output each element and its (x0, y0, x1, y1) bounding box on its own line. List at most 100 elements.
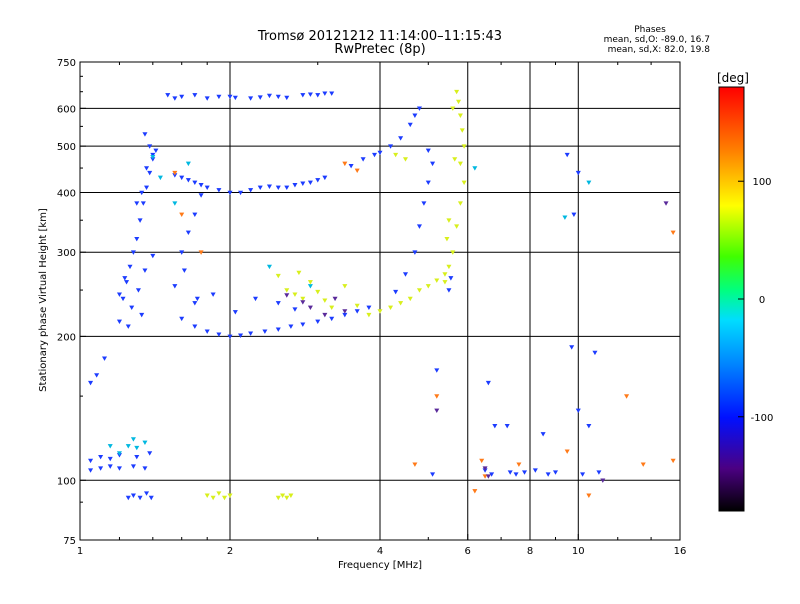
data-point (457, 201, 463, 206)
data-point (172, 170, 178, 176)
data-point (172, 96, 178, 101)
data-point (416, 288, 422, 293)
data-point (425, 180, 431, 185)
data-point (450, 250, 456, 255)
y-tick-label: 300 (57, 248, 76, 259)
data-point (416, 106, 422, 111)
y-tick-label: 600 (57, 104, 76, 115)
data-point (442, 280, 448, 285)
data-point (407, 296, 413, 302)
data-point (485, 380, 491, 386)
data-point (479, 458, 485, 464)
data-point (275, 495, 281, 501)
data-point (288, 324, 294, 329)
data-point (446, 288, 452, 293)
grid-lines (80, 62, 680, 540)
data-point (129, 305, 135, 310)
data-point (222, 495, 228, 501)
data-point (444, 237, 450, 242)
data-point (513, 472, 519, 477)
data-point (179, 212, 185, 217)
data-point (492, 424, 498, 429)
data-point (388, 305, 394, 310)
data-point (179, 316, 185, 322)
data-point (596, 470, 602, 475)
data-point (459, 128, 465, 133)
data-point (130, 437, 136, 442)
data-point (663, 201, 669, 206)
data-point (315, 289, 321, 295)
data-point (446, 218, 452, 223)
data-point (580, 472, 586, 477)
data-point (198, 183, 204, 188)
data-point (147, 170, 153, 176)
data-point (142, 440, 148, 446)
data-point (322, 91, 328, 96)
data-point (142, 132, 148, 137)
y-tick-label: 100 (57, 476, 76, 487)
data-point (354, 168, 360, 173)
data-point (457, 113, 463, 118)
data-point (257, 185, 263, 190)
data-point (125, 495, 131, 501)
data-point (142, 268, 148, 273)
data-point (412, 113, 418, 118)
data-point (454, 89, 460, 95)
data-point (192, 212, 198, 217)
data-point (185, 161, 191, 167)
data-point (434, 278, 440, 283)
data-point (153, 148, 159, 153)
data-point (342, 309, 348, 314)
x-tick-label: 4 (377, 546, 383, 557)
data-point (421, 201, 427, 206)
data-point (227, 493, 233, 498)
data-point (107, 444, 113, 449)
data-point (125, 444, 131, 449)
data-point (179, 175, 185, 181)
data-point (569, 345, 575, 350)
data-point (452, 157, 458, 162)
data-point (398, 301, 404, 306)
data-point (192, 301, 198, 306)
data-point (366, 305, 372, 310)
data-point (165, 93, 171, 98)
data-point (185, 178, 191, 183)
data-point (342, 284, 348, 289)
data-point (204, 493, 210, 498)
stats-heading: Phases (634, 25, 666, 35)
data-point (179, 94, 185, 100)
data-point (275, 301, 281, 306)
data-point (248, 96, 254, 101)
data-point (640, 462, 646, 467)
x-tick-label: 16 (674, 546, 687, 557)
data-point (116, 319, 122, 324)
data-point (144, 166, 150, 171)
data-point (448, 276, 454, 281)
data-point (130, 464, 136, 469)
data-point (307, 280, 313, 285)
data-point (284, 288, 290, 293)
data-point (300, 300, 306, 305)
data-point (134, 237, 140, 242)
data-point (377, 150, 383, 156)
data-point (454, 224, 460, 229)
data-point (360, 157, 366, 162)
data-point (284, 185, 290, 190)
data-point (284, 495, 290, 501)
data-point (116, 292, 122, 297)
data-point (407, 122, 413, 128)
data-point (393, 152, 399, 158)
data-point (147, 144, 153, 149)
data-point (150, 152, 156, 158)
data-point (670, 230, 676, 236)
data-point (139, 312, 145, 318)
data-point (204, 185, 210, 190)
data-point (292, 292, 298, 297)
data-point (322, 298, 328, 303)
data-point (434, 368, 440, 373)
data-point (192, 93, 198, 98)
data-point (430, 161, 436, 167)
data-point (446, 264, 452, 270)
data-point (402, 272, 409, 277)
data-point (342, 312, 348, 318)
